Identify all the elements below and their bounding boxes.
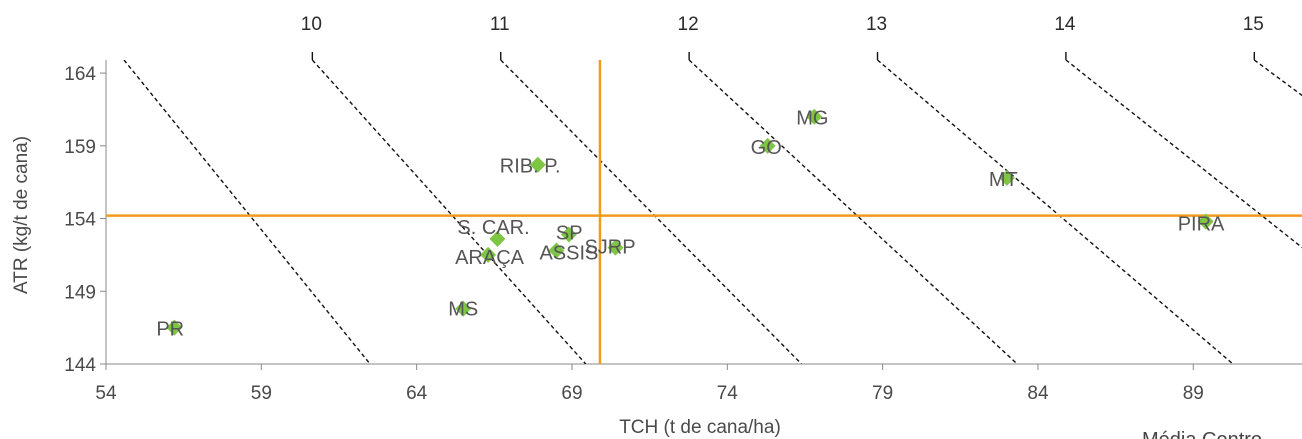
scatter-point	[166, 319, 183, 336]
point-label: GO	[751, 137, 782, 159]
y-tick-label: 144	[64, 355, 96, 376]
iso-line	[311, 60, 587, 364]
point-label: MT	[989, 169, 1018, 191]
reference-lines-group	[106, 60, 1302, 364]
y-tick-label: 159	[64, 137, 96, 158]
scatter-point	[806, 108, 823, 125]
top-tick-label: 12	[678, 14, 699, 35]
scatter-point	[455, 300, 472, 317]
iso-line	[877, 60, 1234, 364]
top-ticks-group: 10 11 12 13 14 15	[301, 14, 1264, 60]
y-tick-label: 164	[64, 64, 96, 85]
point-label: MG	[796, 108, 828, 130]
point-label: RIB. P.	[500, 156, 561, 178]
y-ticks-group: 144 149 154 159 164	[64, 64, 106, 376]
point-label: ASSIS	[539, 243, 598, 265]
x-tick-label: 54	[95, 383, 117, 404]
iso-line	[1065, 60, 1302, 249]
footer-note: Média Centro	[1142, 429, 1262, 439]
x-tick-label: 74	[717, 383, 739, 404]
scatter-point	[489, 230, 506, 247]
scatter-point	[1197, 213, 1214, 230]
top-tick-label: 14	[1054, 14, 1076, 35]
scatter-point	[529, 156, 546, 173]
top-tick-label: 10	[301, 14, 322, 35]
top-tick-label: 11	[490, 14, 510, 35]
scatter-point	[560, 226, 577, 243]
x-tick-label: 84	[1027, 383, 1049, 404]
iso-line	[688, 60, 1018, 364]
scatter-point	[998, 169, 1015, 186]
x-axis-title: TCH (t de cana/ha)	[619, 417, 781, 438]
y-axis-title: ATR (kg/t de cana)	[11, 136, 32, 294]
top-tick-label: 13	[866, 14, 887, 35]
scatter-point	[759, 137, 776, 154]
x-tick-label: 59	[251, 383, 272, 404]
point-label: PIRA	[1178, 213, 1225, 235]
iso-line	[1253, 60, 1302, 97]
point-label: MS	[448, 299, 478, 321]
top-tick-label: 15	[1243, 14, 1264, 35]
scatter-point	[607, 239, 624, 256]
x-tick-label: 79	[872, 383, 893, 404]
iso-line	[123, 60, 371, 364]
iso-line	[500, 60, 803, 364]
point-label: SJRP	[584, 237, 635, 259]
iso-lines-group	[123, 60, 1302, 364]
point-label: S. CAR.	[457, 217, 529, 239]
x-tick-label: 64	[406, 383, 428, 404]
x-ticks-group: 54 59 64 69 74 79 84 89	[95, 364, 1204, 404]
scatter-point	[480, 246, 497, 263]
x-tick-label: 69	[561, 383, 582, 404]
point-label: PR	[156, 319, 184, 341]
point-label: SP	[556, 223, 583, 245]
x-tick-label: 89	[1183, 383, 1204, 404]
y-tick-label: 154	[64, 210, 96, 231]
scatter-point	[548, 242, 565, 259]
point-label: ARAÇA	[455, 247, 525, 269]
y-tick-label: 149	[64, 282, 96, 303]
